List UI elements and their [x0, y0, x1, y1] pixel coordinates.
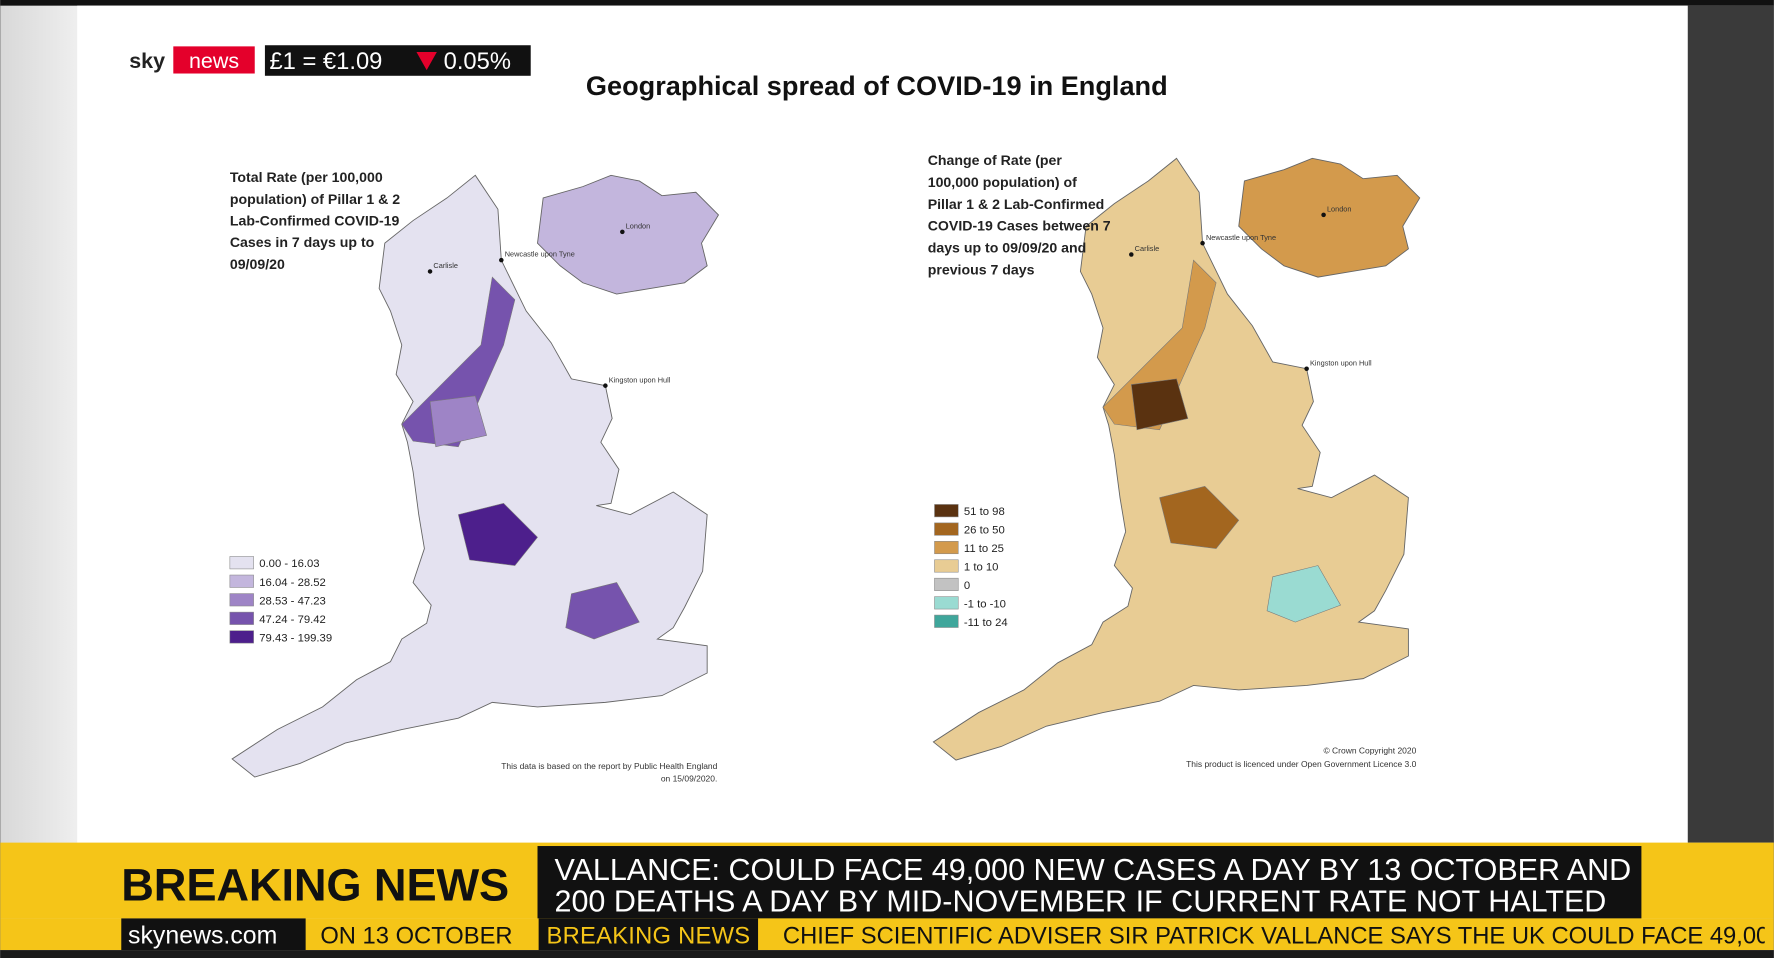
legend-swatch: [934, 541, 959, 555]
legend-label: 51 to 98: [964, 506, 1005, 518]
region: [429, 395, 487, 448]
region: [1159, 486, 1240, 549]
headline-line: 200 DEATHS A DAY BY MID-NOVEMBER IF CURR…: [554, 885, 1606, 919]
city-dot: [1129, 252, 1134, 257]
city-dot: [499, 257, 504, 263]
note: This product is licenced under Open Gove…: [1186, 759, 1416, 769]
legend-title: Total Rate (per 100,000: [230, 169, 383, 185]
city-label: London: [626, 221, 651, 230]
map: Newcastle upon Tyne Kingston upon Hull Car…: [231, 174, 720, 778]
legend-swatch: [229, 630, 254, 644]
legend-swatch: [934, 522, 959, 536]
note: © Crown Copyright 2020: [1323, 745, 1416, 755]
legend-label: 1 to 10: [964, 562, 999, 574]
legend-swatch: [229, 556, 254, 570]
map: Newcastle upon Tyne Kingston upon Hull Car…: [932, 157, 1421, 761]
city-dot: [1321, 212, 1326, 218]
logo-news: news: [189, 49, 239, 73]
region: [565, 582, 640, 640]
legend-title: Cases in 7 days up to: [230, 234, 375, 250]
legend-title: 09/09/20: [230, 256, 285, 272]
city-dot: [620, 229, 625, 235]
legend-title: 100,000 population) of: [928, 174, 1077, 190]
logo-sky: sky: [129, 49, 165, 73]
legend-title: days up to 09/09/20 and: [928, 239, 1087, 255]
ticker-tag: BREAKING NEWS: [547, 922, 751, 949]
legend-label: 47.24 - 79.42: [259, 614, 326, 626]
legend-label: 0.00 - 16.03: [259, 558, 319, 570]
headline-box: [537, 846, 1642, 919]
city-label: Kingston upon Hull: [609, 375, 671, 384]
side-panel: [1687, 5, 1774, 843]
legend-title: Pillar 1 & 2 Lab-Confirmed: [928, 196, 1105, 212]
legend-label: 28.53 - 47.23: [259, 595, 326, 607]
legend-label: -11 to 24: [964, 617, 1008, 629]
legend-title: Lab-Confirmed COVID-19: [230, 213, 400, 229]
city-label: Carlisle: [433, 261, 457, 270]
currency: £1 = €1.09: [269, 48, 382, 75]
legend-label: 16.04 - 28.52: [259, 577, 326, 589]
city-label: Newcastle upon Tyne: [1206, 233, 1276, 242]
currency-box: [264, 45, 531, 76]
breaking-label: BREAKING NEWS: [121, 859, 509, 910]
legend-title: Change of Rate (per: [928, 152, 1063, 168]
site-box: [121, 918, 306, 951]
ticker: CHIEF SCIENTIFIC ADVISER SIR PATRICK VAL…: [783, 922, 1774, 949]
city-label: Newcastle upon Tyne: [505, 250, 575, 259]
currency-change: 0.05%: [444, 48, 511, 75]
region: [1266, 565, 1341, 623]
ticker-tag-box: [538, 918, 759, 951]
slide-title: Geographical spread of COVID-19 in Engla…: [586, 70, 1168, 101]
logo-news-box: [173, 46, 255, 74]
region: [457, 503, 538, 566]
city-dot: [1200, 240, 1205, 246]
city-dot: [603, 383, 608, 388]
city-label: London: [1327, 205, 1352, 214]
city-label: Carlisle: [1135, 244, 1159, 253]
legend-swatch: [934, 614, 959, 628]
legend-swatch: [934, 559, 959, 573]
region: [401, 276, 516, 448]
legend-label: -1 to -10: [964, 598, 1006, 610]
region: [1130, 378, 1189, 431]
city-dot: [1304, 366, 1309, 371]
bottom-bar: [0, 950, 1774, 958]
legend-label: 79.43 - 199.39: [259, 632, 332, 644]
legend-swatch: [229, 574, 254, 588]
legend-title: COVID-19 Cases between 7: [928, 218, 1111, 234]
legend-swatch: [229, 611, 254, 625]
note: This data is based on the report by Publ…: [501, 761, 717, 771]
maps: Newcastle upon Tyne Kingston upon Hull Car…: [229, 152, 1421, 784]
headline-line: VALLANCE: COULD FACE 49,000 NEW CASES A …: [554, 853, 1631, 887]
legend-swatch: [934, 577, 959, 591]
down-arrow: [416, 52, 437, 71]
city-label: Kingston upon Hull: [1310, 358, 1372, 367]
site: skynews.com: [128, 921, 277, 949]
top-bar: [0, 0, 1774, 6]
region: [1102, 259, 1217, 431]
note: on 15/09/2020.: [661, 774, 718, 784]
city-dot: [427, 269, 433, 274]
ticker-prev: ON 13 OCTOBER: [320, 922, 512, 949]
legend-swatch: [229, 593, 254, 607]
legend-label: 26 to 50: [964, 525, 1005, 537]
legend-title: previous 7 days: [928, 261, 1035, 277]
legend-label: 11 to 25: [964, 543, 1004, 555]
legend-swatch: [934, 596, 959, 610]
legend-label: 0: [964, 580, 970, 592]
legend-title: population) of Pillar 1 & 2: [230, 191, 400, 207]
legend-swatch: [934, 504, 959, 518]
